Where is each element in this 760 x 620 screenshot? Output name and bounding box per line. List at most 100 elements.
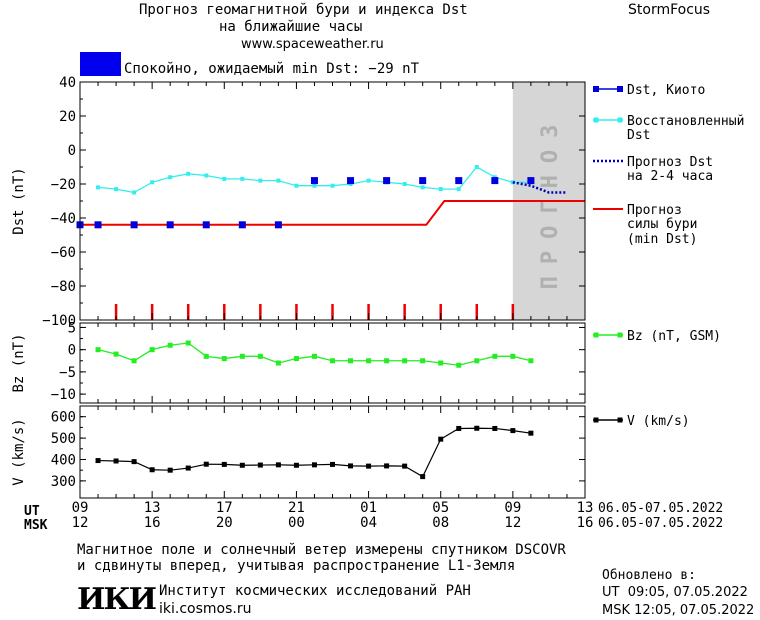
- msk-tick-label: 12: [504, 515, 521, 531]
- restored-dst-point: [186, 171, 191, 176]
- restored-dst-point: [438, 187, 443, 192]
- speed-point: [113, 458, 119, 464]
- dst-ytick-label: 20: [59, 109, 76, 125]
- kyoto-dst-point: [94, 221, 102, 229]
- bz-ytick-label: −10: [51, 387, 76, 403]
- v-ytick-label: 400: [51, 452, 76, 468]
- bz-point: [474, 358, 480, 364]
- speed-point: [203, 461, 209, 467]
- speed-point: [275, 462, 281, 468]
- legend-restored-line2: Dst: [627, 128, 650, 143]
- bz-point: [293, 356, 299, 362]
- legend-marker: [617, 86, 623, 92]
- bz-point: [528, 358, 534, 364]
- speed-point: [474, 425, 480, 431]
- restored-dst-point: [204, 173, 209, 178]
- kyoto-dst-point: [527, 177, 535, 185]
- restored-dst-point: [150, 180, 155, 185]
- legend-marker: [617, 417, 623, 423]
- speed-point: [438, 436, 444, 442]
- bz-point: [185, 340, 191, 346]
- bz-point: [384, 358, 390, 364]
- updated-msk: MSK 12:05, 07.05.2022: [602, 603, 755, 618]
- brand-name: StormFocus: [628, 2, 711, 18]
- kyoto-dst-point: [347, 177, 355, 185]
- bz-point: [438, 360, 444, 366]
- speed-point: [239, 462, 245, 468]
- speed-point: [167, 467, 173, 473]
- kyoto-dst-point: [310, 177, 318, 185]
- ut-tick-label: 01: [360, 500, 377, 516]
- restored-dst-point: [168, 175, 173, 180]
- speed-point: [185, 465, 191, 471]
- dst-forecast-line: [512, 181, 567, 194]
- iki-logo: ИКИ: [77, 582, 157, 617]
- dst-axis-label: Dst (nT): [11, 167, 27, 234]
- legend-marker: [593, 86, 599, 92]
- speed-point: [221, 461, 227, 467]
- bz-point: [366, 358, 372, 364]
- speed-point: [420, 474, 426, 480]
- legend-storm-line3: (min Dst): [627, 232, 697, 247]
- bz-point: [311, 353, 317, 359]
- speed-point: [149, 467, 155, 473]
- speed-point: [402, 463, 408, 469]
- speed-point: [95, 458, 101, 464]
- speed-point: [311, 462, 317, 468]
- msk-tick-label: 12: [72, 515, 89, 531]
- msk-label: MSK: [24, 518, 48, 533]
- msk-tick-label: 16: [577, 515, 594, 531]
- restored-dst-point: [258, 178, 263, 183]
- updated-ut: UT 09:05, 07.05.2022: [602, 585, 748, 600]
- bz-point: [330, 358, 335, 364]
- kyoto-dst-point: [419, 177, 427, 185]
- restored-dst-point: [276, 178, 281, 183]
- updated-label: Обновлено в:: [602, 568, 696, 583]
- measurement-note-line2: и сдвинуты вперед, учитывая распростране…: [77, 558, 516, 574]
- restored-dst-point: [402, 182, 407, 186]
- ut-tick-label: 09: [72, 500, 89, 516]
- speed-point: [384, 463, 390, 469]
- kyoto-dst-point: [166, 221, 174, 229]
- dst-ytick-label: −40: [51, 211, 76, 227]
- restored-dst-point: [366, 178, 371, 183]
- msk-tick-label: 16: [144, 515, 161, 531]
- bz-point: [402, 358, 408, 364]
- status-color-box: [80, 52, 121, 76]
- restored-dst-point: [294, 183, 299, 188]
- legend-forecast-line2: на 2-4 часа: [627, 169, 713, 184]
- bz-point: [348, 358, 354, 364]
- legend-forecast-line1: Прогноз Dst: [627, 155, 713, 170]
- institute-name: Институт космических исследований РАН: [159, 583, 471, 599]
- kyoto-dst-point: [274, 221, 282, 229]
- ut-tick-label: 17: [216, 500, 233, 516]
- bz-point: [456, 362, 462, 368]
- speed-point: [131, 459, 137, 465]
- legend-bz: Bz (nT, GSM): [627, 329, 721, 344]
- ut-tick-label: 09: [504, 500, 521, 516]
- v-axis-label: V (km/s): [11, 418, 27, 485]
- kyoto-dst-point: [491, 177, 499, 185]
- chart-title-line1: Прогноз геомагнитной бури и индекса Dst: [139, 2, 468, 18]
- msk-date-range: 06.05-07.05.2022: [598, 516, 723, 531]
- msk-tick-label: 04: [360, 515, 377, 531]
- dst-ytick-label: −60: [51, 245, 76, 261]
- dst-ytick-label: −20: [51, 177, 76, 193]
- chart-title-line2: на ближайшие часы: [219, 19, 363, 35]
- bz-point: [221, 356, 227, 362]
- restored-dst-point: [474, 165, 479, 169]
- ut-date-range: 06.05-07.05.2022: [598, 501, 723, 516]
- restored-dst-point: [114, 187, 119, 192]
- speed-point: [330, 461, 335, 467]
- ut-tick-label: 21: [288, 500, 305, 516]
- bz-point: [167, 342, 173, 348]
- restored-dst-point: [96, 185, 101, 190]
- restored-dst-point: [312, 183, 317, 188]
- bz-point: [420, 358, 426, 364]
- speed-line: [98, 427, 531, 478]
- v-ytick-label: 300: [51, 474, 76, 490]
- msk-tick-label: 00: [288, 515, 305, 531]
- dst-ytick-label: −100: [42, 313, 76, 329]
- ut-tick-label: 13: [144, 500, 161, 516]
- legend-marker: [593, 117, 599, 123]
